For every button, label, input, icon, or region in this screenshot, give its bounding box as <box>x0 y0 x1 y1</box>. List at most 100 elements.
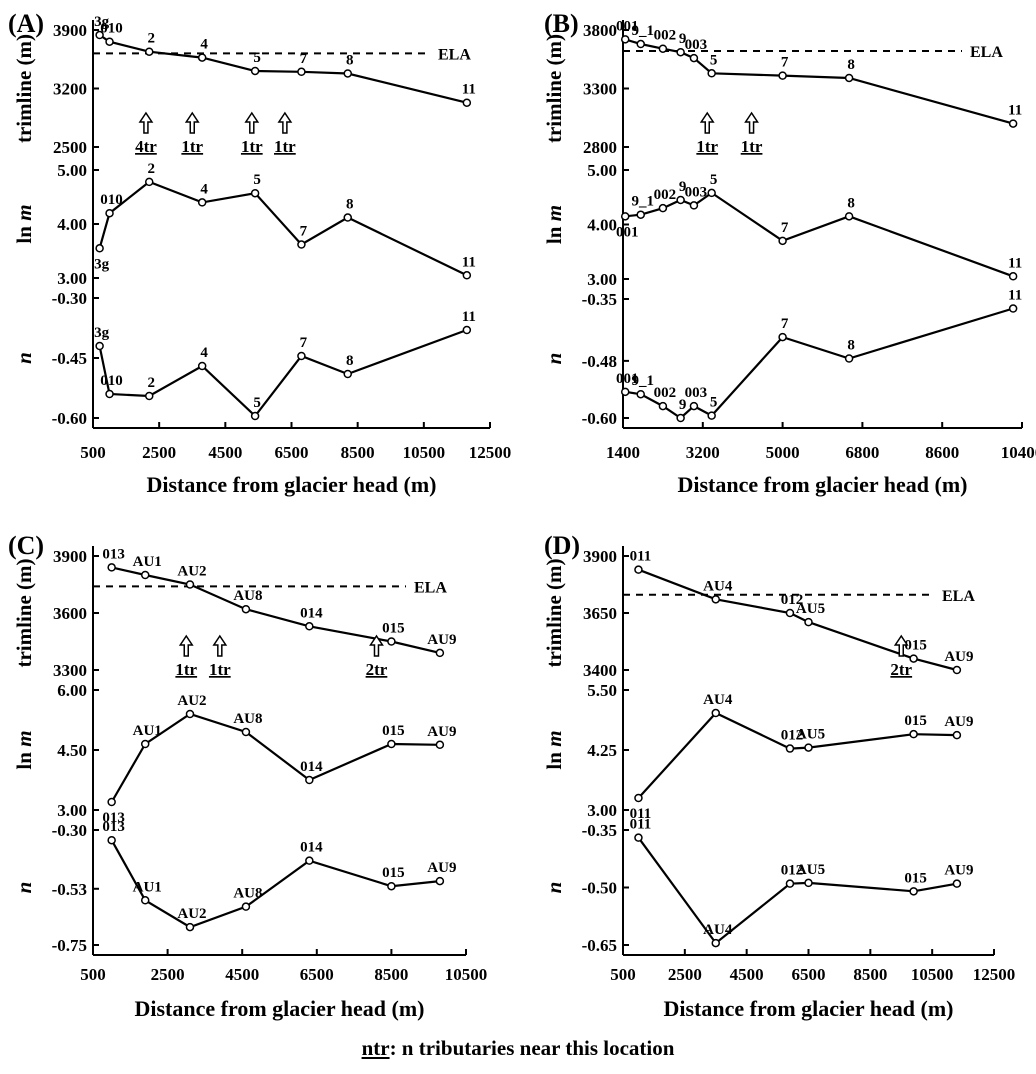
data-point <box>185 580 195 589</box>
point-label: 9_1 <box>631 373 654 389</box>
y-tick-label: -0.35 <box>582 821 617 840</box>
tributary-arrow <box>138 111 154 134</box>
subplot-n: -0.30 -0.45 -0.60 n 3g 010 2 4 5 7 8 11 <box>12 289 476 428</box>
data-point <box>778 332 787 342</box>
data-point <box>105 37 114 46</box>
data-point <box>620 212 630 221</box>
figure: (A)500 2500 4500 6500 8500 10500 12500Distance… <box>8 9 1036 1021</box>
data-point <box>144 391 154 401</box>
tributary-arrow <box>699 111 715 134</box>
point-label: 5 <box>253 50 261 66</box>
y-tick-label: 3600 <box>53 604 87 623</box>
point-label: 5 <box>710 395 718 411</box>
point-label: 001 <box>616 18 639 34</box>
point-label: AU5 <box>796 727 825 743</box>
y-axis-label: trimline (m) <box>542 558 566 667</box>
point-label: 8 <box>346 52 354 68</box>
point-label: 012 <box>781 863 804 879</box>
point-label: AU2 <box>177 693 206 709</box>
y-tick-label: -0.60 <box>582 409 617 428</box>
x-tick-label: 1400 <box>606 443 640 462</box>
data-point <box>689 53 699 63</box>
panel-c: (C) 500 2500 4500 6500 8500 10500 Distance from… <box>8 531 487 1021</box>
x-tick-label: 4500 <box>730 965 764 984</box>
ela-label: ELA <box>942 588 975 605</box>
x-tick-label: 12500 <box>973 965 1016 984</box>
point-label: 014 <box>300 759 323 775</box>
data-point <box>435 648 445 658</box>
point-label: AU4 <box>703 922 733 938</box>
data-point <box>387 637 396 646</box>
y-tick-label: 4.50 <box>57 741 87 760</box>
y-axis-label: ln m <box>542 205 566 244</box>
data-point <box>785 608 795 618</box>
tributary-label: 1tr <box>241 137 263 156</box>
data-point <box>343 69 352 78</box>
point-label: 015 <box>904 870 927 886</box>
point-label: 012 <box>781 592 804 608</box>
point-label: 003 <box>685 37 708 53</box>
series-line <box>637 837 958 945</box>
data-point <box>297 351 306 361</box>
point-label: 011 <box>630 549 652 565</box>
series-line <box>98 328 468 418</box>
y-tick-label: -0.30 <box>52 821 87 840</box>
point-label: 3g <box>94 325 110 341</box>
point-label: 015 <box>382 723 405 739</box>
point-label: 11 <box>1008 103 1022 119</box>
x-tick-label: 10400 <box>1001 443 1036 462</box>
panel-d: (D) 500 2500 4500 6500 8500 10500 12500 Distance… <box>542 531 1015 1021</box>
data-point <box>140 570 150 580</box>
data-point <box>305 775 314 785</box>
point-label: AU4 <box>703 578 733 594</box>
point-label: 001 <box>616 371 639 387</box>
point-label: 013 <box>102 546 125 562</box>
panel-letter: (C) <box>8 531 44 560</box>
x-axis-label: Distance from glacier head (m) <box>134 996 424 1021</box>
data-point <box>658 44 668 53</box>
y-tick-label: -0.30 <box>52 289 87 308</box>
point-label: 011 <box>630 806 652 822</box>
data-point <box>250 66 260 76</box>
data-point <box>844 73 854 83</box>
tributary-arrow <box>744 111 759 134</box>
data-point <box>785 879 795 888</box>
point-label: 9 <box>679 31 687 47</box>
y-tick-label: 3.00 <box>57 269 87 288</box>
data-point <box>952 665 962 675</box>
data-point <box>305 622 314 631</box>
data-point <box>95 341 104 351</box>
tributary-arrow <box>212 634 228 657</box>
data-point <box>343 369 352 379</box>
x-tick-label: 4500 <box>208 443 242 462</box>
point-label: 5 <box>710 172 718 188</box>
y-tick-label: -0.75 <box>52 936 87 955</box>
ela-label: ELA <box>970 44 1003 61</box>
point-label: 4 <box>200 345 208 361</box>
subplot-lnm: 6.00 4.50 3.00 ln m 013 AU1 AU2 AU8 014 015 AU9 <box>12 681 456 826</box>
y-axis-label: trimline (m) <box>12 34 36 143</box>
point-label: 001 <box>616 224 639 240</box>
point-label: 010 <box>100 373 123 389</box>
tributary-arrow <box>178 634 194 657</box>
y-tick-label: 3.00 <box>587 801 617 820</box>
data-point <box>778 71 787 80</box>
point-label: 002 <box>654 187 677 203</box>
tributary-label: 4tr <box>135 137 157 156</box>
data-point <box>197 53 207 62</box>
footnote-text: : n tributaries near this location <box>389 1036 675 1060</box>
point-label: 015 <box>382 621 405 637</box>
series-line <box>637 711 957 799</box>
y-tick-label: 3800 <box>583 21 617 40</box>
point-label: 11 <box>1008 255 1022 271</box>
x-axis-label: Distance from glacier head (m) <box>677 472 967 497</box>
point-label: 015 <box>382 865 405 881</box>
x-tick-label: 8500 <box>341 443 375 462</box>
data-point <box>634 833 643 842</box>
point-label: 7 <box>781 316 789 332</box>
data-point <box>250 188 260 198</box>
y-axis-label: trimline (m) <box>542 34 566 143</box>
data-point <box>185 709 195 719</box>
